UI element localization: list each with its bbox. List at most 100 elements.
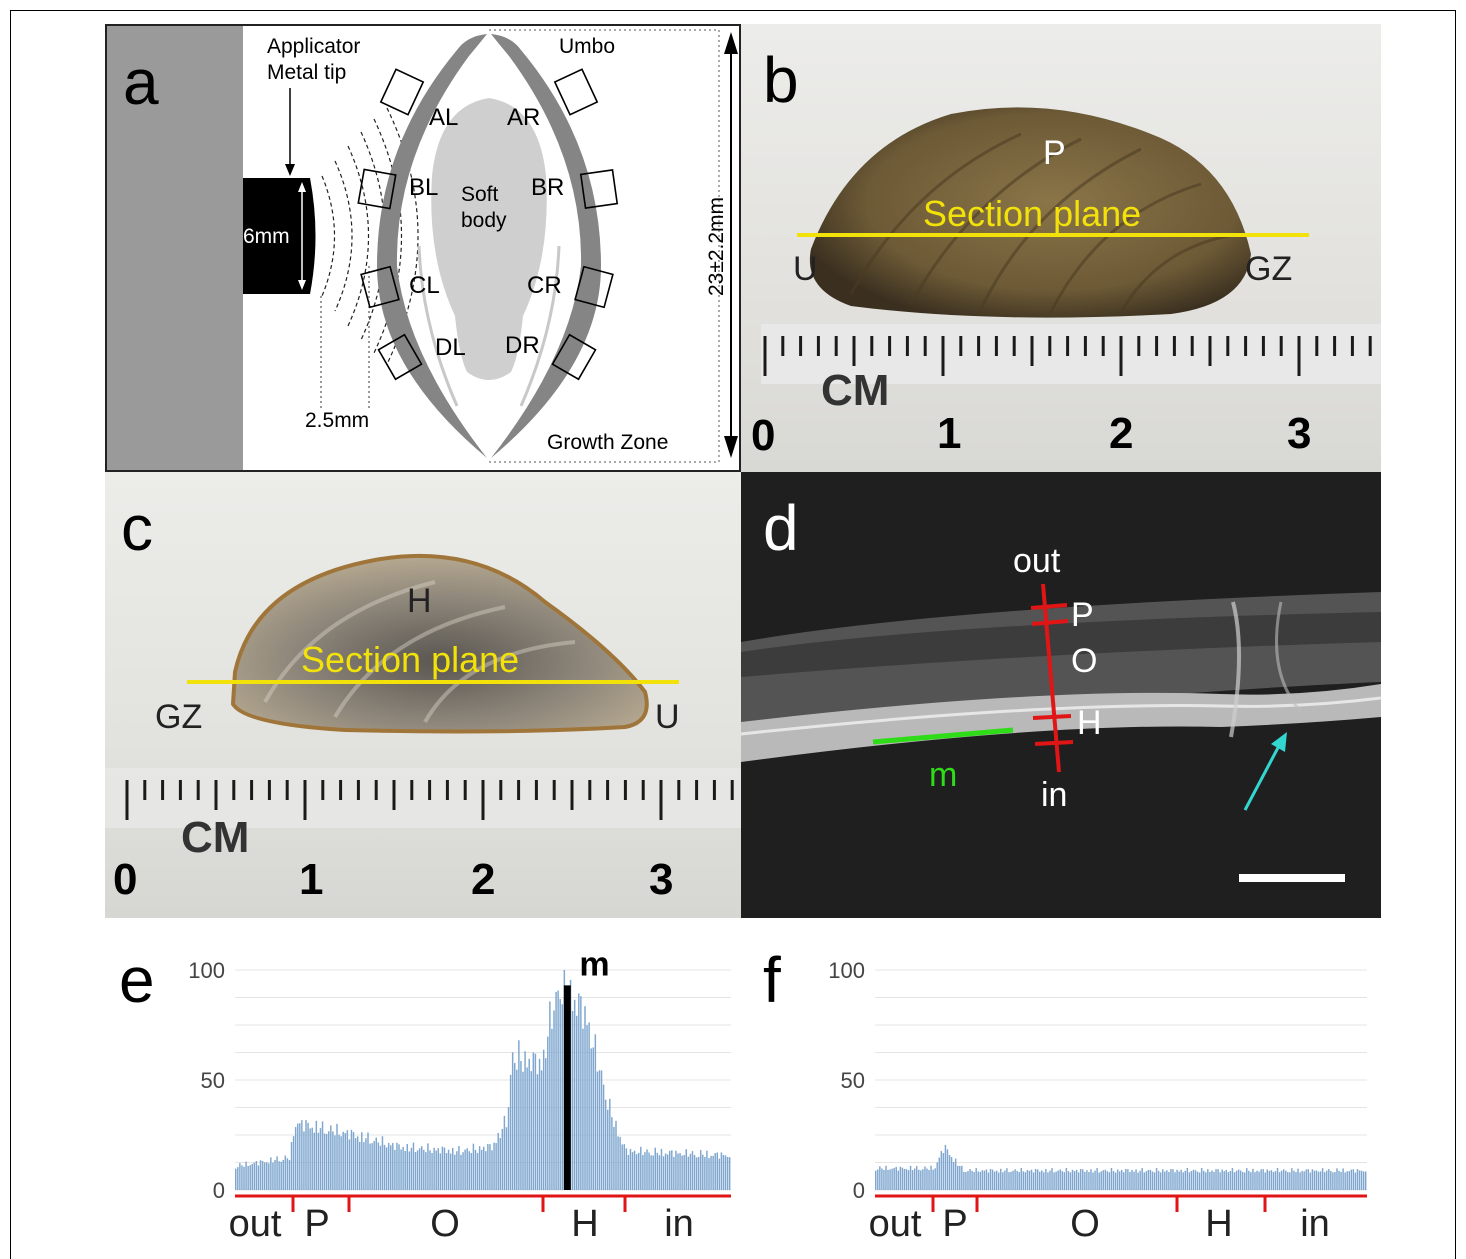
bar — [243, 1167, 244, 1190]
bar — [283, 1160, 284, 1190]
panel-label-a: a — [123, 50, 159, 114]
bar — [1004, 1171, 1005, 1190]
bar — [986, 1169, 987, 1190]
bar — [409, 1151, 410, 1190]
bar — [1250, 1172, 1251, 1190]
bar — [1248, 1171, 1249, 1190]
bar — [1144, 1172, 1145, 1190]
bar — [1254, 1172, 1255, 1190]
bar — [930, 1166, 931, 1190]
chart-e: 050100out P O Hinm — [105, 918, 741, 1259]
bar — [440, 1153, 441, 1190]
bar — [469, 1151, 470, 1190]
bar — [1232, 1168, 1233, 1190]
bar — [994, 1172, 995, 1190]
bar — [1230, 1171, 1231, 1190]
bar — [708, 1158, 709, 1190]
growth-zone-label: Growth Zone — [547, 432, 668, 453]
h-label: H — [1077, 706, 1102, 740]
bar — [1019, 1172, 1020, 1190]
bar — [644, 1152, 645, 1190]
bar — [945, 1145, 946, 1190]
bar — [483, 1147, 484, 1190]
schematic-diagram — [107, 26, 741, 472]
layer-label: P — [942, 1203, 967, 1245]
bar — [918, 1170, 919, 1190]
bar — [677, 1154, 678, 1190]
bar — [1256, 1171, 1257, 1190]
bar — [462, 1152, 463, 1190]
bar — [256, 1161, 257, 1190]
bar — [939, 1158, 940, 1190]
y-tick-label: 0 — [853, 1178, 865, 1203]
bar — [278, 1161, 279, 1190]
bar — [681, 1156, 682, 1190]
bar — [481, 1150, 482, 1190]
bar — [1242, 1172, 1243, 1190]
scale-bar — [1239, 874, 1345, 882]
bar — [1041, 1170, 1042, 1190]
bar — [1189, 1172, 1190, 1190]
bar — [1310, 1173, 1311, 1190]
bar — [965, 1172, 966, 1190]
bar — [1234, 1172, 1235, 1190]
bar — [885, 1166, 886, 1190]
bar — [394, 1150, 395, 1190]
bar — [539, 1059, 540, 1190]
bar — [1252, 1169, 1253, 1190]
bar — [1191, 1171, 1192, 1190]
bar — [1150, 1170, 1151, 1190]
layer-label: out — [229, 1203, 282, 1245]
bar — [1127, 1169, 1128, 1190]
layer-label: O — [430, 1203, 460, 1245]
bar — [297, 1124, 298, 1190]
panel-label-b: b — [763, 48, 799, 112]
bar — [605, 1100, 606, 1190]
bar — [1285, 1171, 1286, 1190]
bar — [973, 1172, 974, 1190]
cm-label: CM — [181, 816, 249, 860]
bar — [889, 1169, 890, 1190]
bar — [1203, 1171, 1204, 1190]
bar — [1342, 1168, 1343, 1190]
bar — [1016, 1171, 1017, 1190]
bar — [712, 1156, 713, 1190]
bar — [686, 1149, 687, 1190]
bar — [280, 1162, 281, 1190]
bar — [1193, 1170, 1194, 1190]
bar — [1289, 1172, 1290, 1190]
bar — [1211, 1170, 1212, 1190]
bar — [642, 1155, 643, 1190]
bar — [926, 1169, 927, 1190]
bar — [1224, 1171, 1225, 1190]
bar — [301, 1120, 302, 1190]
bar — [295, 1127, 296, 1190]
site-label-ar: AR — [507, 106, 540, 130]
bar — [373, 1141, 374, 1190]
bar — [659, 1155, 660, 1190]
bar — [1318, 1172, 1319, 1190]
bar — [415, 1152, 416, 1190]
bar — [1002, 1172, 1003, 1190]
bar — [1306, 1169, 1307, 1190]
bar — [264, 1162, 265, 1190]
bar — [1326, 1171, 1327, 1190]
bar — [1180, 1170, 1181, 1190]
bar — [1162, 1169, 1163, 1190]
bar — [522, 1072, 523, 1190]
bar — [990, 1169, 991, 1190]
bar — [1111, 1168, 1112, 1190]
bar — [326, 1134, 327, 1190]
bar — [1139, 1171, 1140, 1190]
bar — [378, 1142, 379, 1190]
bar — [349, 1139, 350, 1190]
bar — [464, 1150, 465, 1190]
bar — [547, 1037, 548, 1190]
bar — [914, 1168, 915, 1190]
bar — [1117, 1170, 1118, 1190]
ruler-number-0: 0 — [751, 414, 775, 458]
bar — [555, 992, 556, 1190]
bar — [951, 1157, 952, 1190]
bar — [692, 1151, 693, 1190]
bar — [1045, 1169, 1046, 1190]
